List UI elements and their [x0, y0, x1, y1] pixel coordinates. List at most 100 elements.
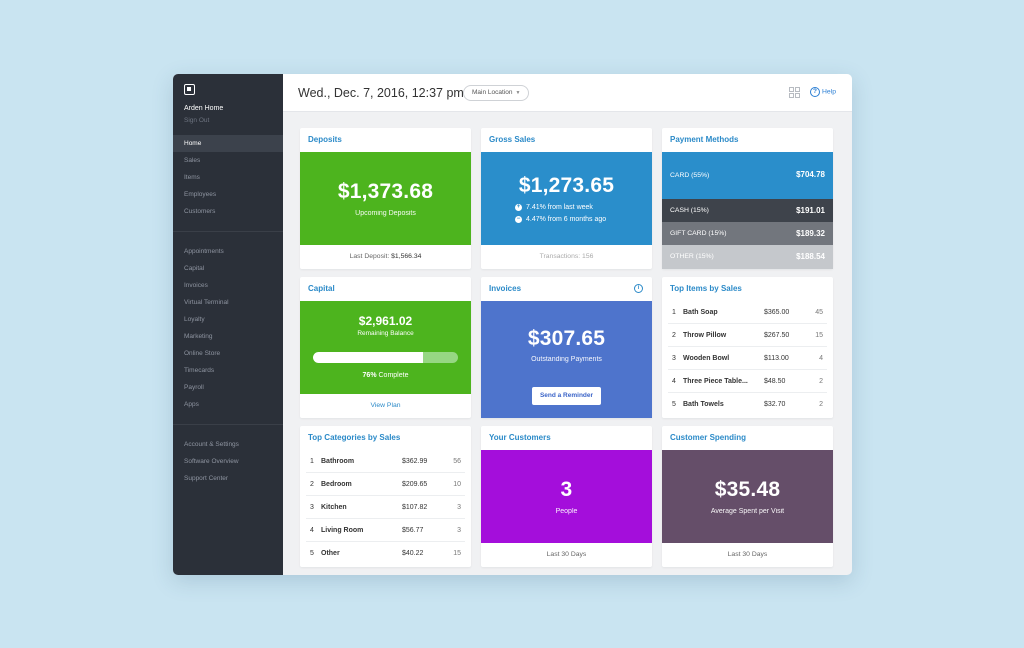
view-plan-link[interactable]: View Plan — [370, 402, 401, 409]
deposits-sublabel: Upcoming Deposits — [355, 210, 416, 217]
gross-sales-change-6months: −4.47% from 6 months ago — [515, 216, 606, 223]
top-categories-title: Top Categories by Sales — [308, 433, 401, 442]
your-customers-footer: Last 30 Days — [546, 551, 587, 558]
sidebar-item-account-settings[interactable]: Account & Settings — [184, 441, 239, 448]
gross-sales-amount: $1,273.65 — [518, 174, 615, 197]
invoices-card[interactable]: Invoices i $307.65 Outstanding Payments … — [481, 277, 652, 418]
sidebar-item-capital[interactable]: Capital — [184, 265, 205, 272]
payment-row-card: CARD (55%) $704.78 — [662, 152, 833, 199]
invoices-amount: $307.65 — [527, 327, 606, 350]
plus-circle-icon: + — [515, 204, 522, 211]
sidebar-item-customers[interactable]: Customers — [184, 208, 216, 215]
sidebar-item-marketing[interactable]: Marketing — [184, 333, 213, 340]
sidebar-item-items[interactable]: Items — [184, 174, 200, 181]
payment-methods-card[interactable]: Payment Methods CARD (55%) $704.78 CASH … — [662, 128, 833, 269]
last-deposit-label: Last Deposit: — [349, 253, 390, 260]
sidebar-item-loyalty[interactable]: Loyalty — [184, 316, 205, 323]
deposits-card[interactable]: Deposits $1,373.68 Upcoming Deposits Las… — [300, 128, 471, 269]
info-icon[interactable]: i — [634, 284, 643, 293]
gross-sales-card[interactable]: Gross Sales $1,273.65 +7.41% from last w… — [481, 128, 652, 269]
deposits-body: $1,373.68 Upcoming Deposits — [300, 152, 471, 245]
your-customers-body: 3 People — [481, 450, 652, 543]
sidebar-item-support-center[interactable]: Support Center — [184, 475, 229, 482]
capital-title: Capital — [308, 284, 335, 293]
minus-circle-icon: − — [515, 216, 522, 223]
list-item: 2 Bedroom $209.65 10 — [306, 473, 465, 496]
capital-amount: $2,961.02 — [358, 314, 413, 328]
customer-spending-body: $35.48 Average Spent per Visit — [662, 450, 833, 543]
sidebar-item-timecards[interactable]: Timecards — [184, 367, 215, 374]
sidebar: Arden Home Sign Out Home Sales Items Emp… — [173, 74, 283, 575]
customer-spending-card[interactable]: Customer Spending $35.48 Average Spent p… — [662, 426, 833, 567]
payment-methods-title: Payment Methods — [670, 135, 739, 144]
payment-gift-card-amount: $189.32 — [796, 229, 825, 238]
chevron-down-icon: ▼ — [515, 90, 521, 96]
sign-out-link[interactable]: Sign Out — [184, 117, 210, 124]
change-6months-text: 4.47% from 6 months ago — [526, 216, 607, 223]
top-categories-card[interactable]: Top Categories by Sales 1 Bathroom $362.99… — [300, 426, 471, 567]
sidebar-item-employees[interactable]: Employees — [184, 191, 217, 198]
capital-sublabel: Remaining Balance — [357, 330, 414, 337]
sidebar-item-sales[interactable]: Sales — [184, 157, 201, 164]
deposits-title: Deposits — [308, 135, 342, 144]
list-item: 1 Bath Soap $365.00 45 — [668, 301, 827, 324]
sidebar-item-software-overview[interactable]: Software Overview — [184, 458, 239, 465]
list-item: 2 Throw Pillow $267.50 15 — [668, 324, 827, 347]
sidebar-item-payroll[interactable]: Payroll — [184, 384, 204, 391]
list-item: 5 Bath Towels $32.70 2 — [672, 401, 823, 408]
send-reminder-button[interactable]: Send a Reminder — [532, 387, 601, 405]
capital-progress-label: 76% Complete — [362, 372, 409, 379]
customer-spending-footer: Last 30 Days — [727, 551, 768, 558]
payment-row-other: OTHER (15%) $188.54 — [662, 245, 833, 269]
gross-sales-body: $1,273.65 +7.41% from last week −4.47% f… — [481, 152, 652, 245]
payment-cash-label: CASH (15%) — [670, 207, 709, 214]
sidebar-item-online-store[interactable]: Online Store — [184, 350, 221, 357]
customer-spending-title: Customer Spending — [670, 433, 747, 442]
sidebar-item-home[interactable]: Home — [173, 135, 283, 152]
your-customers-card[interactable]: Your Customers 3 People Last 30 Days — [481, 426, 652, 567]
deposits-footer: Last Deposit: $1,566.34 — [300, 245, 471, 269]
location-label: Main Location — [472, 89, 513, 96]
payment-row-gift-card: GIFT CARD (15%) $189.32 — [662, 222, 833, 245]
capital-body: $2,961.02 Remaining Balance 76% Complete — [300, 301, 471, 394]
payment-cash-amount: $191.01 — [796, 206, 825, 215]
dashboard-window: Arden Home Sign Out Home Sales Items Emp… — [173, 74, 852, 575]
invoices-body: $307.65 Outstanding Payments Send a Remi… — [481, 301, 652, 418]
list-item: 3 Kitchen $107.82 3 — [306, 496, 465, 519]
invoices-sublabel: Outstanding Payments — [531, 356, 602, 363]
payment-other-amount: $188.54 — [796, 252, 825, 261]
deposits-amount: $1,373.68 — [337, 180, 434, 203]
sidebar-divider — [173, 231, 283, 232]
capital-card[interactable]: Capital $2,961.02 Remaining Balance 76% … — [300, 277, 471, 418]
sidebar-item-appointments[interactable]: Appointments — [184, 248, 224, 255]
location-dropdown[interactable]: Main Location ▼ — [463, 85, 530, 101]
current-datetime: Wed., Dec. 7, 2016, 12:37 pm — [298, 86, 464, 100]
top-items-card[interactable]: Top Items by Sales 1 Bath Soap $365.00 45 2… — [662, 277, 833, 418]
transactions-footer: Transactions: 156 — [539, 253, 594, 260]
payment-gift-card-label: GIFT CARD (15%) — [670, 230, 727, 237]
gross-sales-change-week: +7.41% from last week — [515, 204, 593, 211]
top-bar: Wed., Dec. 7, 2016, 12:37 pm Main Locati… — [283, 74, 852, 112]
customer-count: 3 — [560, 478, 573, 501]
list-item: 5 Other $40.22 15 — [310, 550, 461, 557]
customer-count-label: People — [555, 508, 578, 515]
list-item: 3 Wooden Bowl $113.00 4 — [668, 347, 827, 370]
sidebar-item-apps[interactable]: Apps — [184, 401, 199, 408]
sidebar-divider — [173, 424, 283, 425]
your-customers-title: Your Customers — [489, 433, 551, 442]
payment-card-label: CARD (55%) — [670, 172, 710, 179]
sidebar-item-invoices[interactable]: Invoices — [184, 282, 208, 289]
square-logo-icon[interactable] — [184, 84, 195, 95]
payment-other-label: OTHER (15%) — [670, 253, 714, 260]
gross-sales-title: Gross Sales — [489, 135, 536, 144]
list-item: 1 Bathroom $362.99 56 — [306, 450, 465, 473]
help-link[interactable]: ? Help — [810, 87, 836, 97]
question-mark-icon: ? — [810, 87, 820, 97]
grid-view-icon[interactable] — [789, 87, 800, 98]
sidebar-item-virtual-terminal[interactable]: Virtual Terminal — [184, 299, 229, 306]
list-item: 4 Three Piece Table... $48.50 2 — [668, 370, 827, 393]
capital-progress-bar — [313, 352, 458, 363]
invoices-title: Invoices — [489, 284, 522, 293]
help-label: Help — [822, 88, 836, 96]
last-deposit-value: $1,566.34 — [391, 253, 422, 260]
